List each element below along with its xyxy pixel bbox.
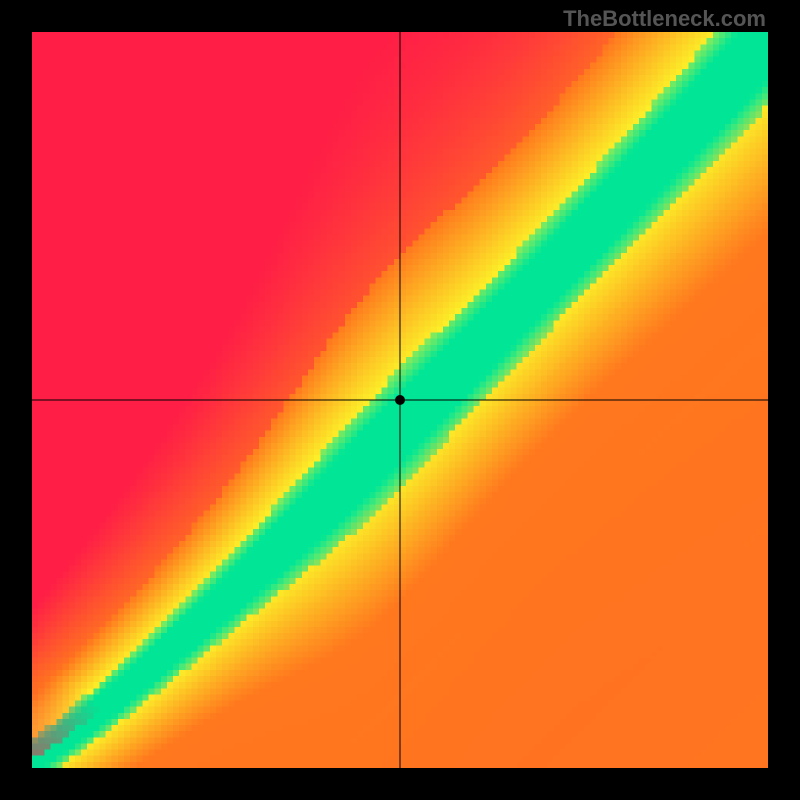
heatmap-canvas [32, 32, 768, 768]
watermark-text: TheBottleneck.com [563, 6, 766, 32]
chart-container: TheBottleneck.com [0, 0, 800, 800]
